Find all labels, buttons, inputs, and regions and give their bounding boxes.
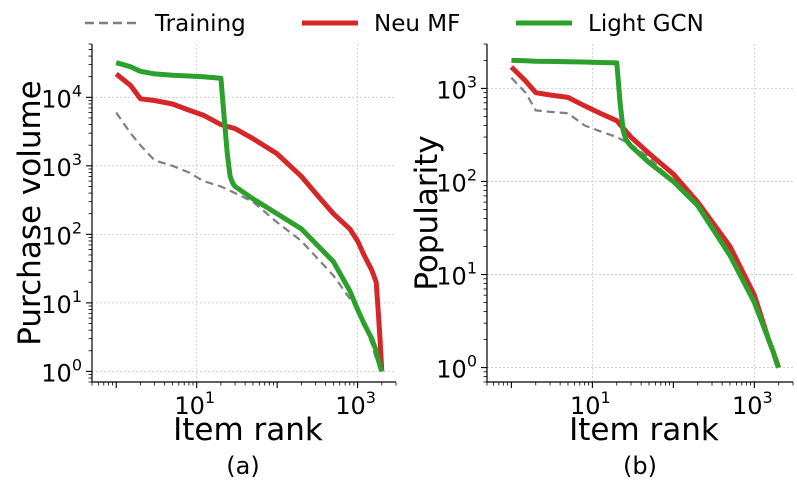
y-tick-base: 10 [41,85,72,113]
y-tick-base: 10 [41,291,72,319]
series-line-neu-mf [114,71,385,372]
legend-label-training: Training [154,11,246,37]
y-tick-exp: 0 [72,355,82,374]
x-axis-label: Item rank [173,412,323,448]
series-line-training [510,77,780,368]
x-tick-exp: 1 [205,388,215,407]
y-axis-label: Popularity [409,135,445,290]
y-tick-exp: 1 [467,259,477,278]
series-line-light-gcn [115,60,385,373]
x-tick-exp: 3 [763,388,773,407]
y-axis-label: Purchase volume [12,80,48,345]
legend-label-neumf: Neu MF [374,11,460,37]
y-tick-base: 10 [436,356,467,384]
legend: Training Neu MF Light GCN [85,11,704,37]
y-tick-label: 102 [436,165,477,197]
y-tick-label: 100 [41,355,82,387]
y-tick-exp: 4 [72,81,82,100]
series-line-training [115,111,383,372]
y-tick-exp: 0 [467,352,477,371]
y-tick-base: 10 [41,154,72,182]
x-tick-label: 103 [335,388,376,420]
y-tick-exp: 3 [72,150,82,169]
series-line-light-gcn [511,57,781,369]
y-tick-base: 10 [41,359,72,387]
x-tick-base: 10 [174,392,205,420]
y-tick-exp: 2 [467,165,477,184]
y-tick-label: 100 [436,352,477,384]
x-tick-label: 101 [570,388,611,420]
y-tick-base: 10 [436,263,467,291]
x-tick-label: 103 [732,388,773,420]
x-tick-base: 10 [335,392,366,420]
y-tick-base: 10 [41,222,72,250]
y-tick-label: 103 [436,72,477,104]
y-tick-exp: 1 [72,287,82,306]
x-tick-base: 10 [732,392,763,420]
caption-a: (a) [226,452,259,480]
y-tick-exp: 2 [72,218,82,237]
y-tick-base: 10 [436,76,467,104]
caption-b: (b) [623,452,657,480]
x-tick-exp: 3 [366,388,376,407]
x-tick-label: 101 [174,388,215,420]
x-axis-label: Item rank [569,412,719,448]
y-tick-label: 104 [41,81,82,113]
y-tick-label: 103 [41,150,82,182]
x-tick-base: 10 [570,392,601,420]
y-tick-label: 101 [41,287,82,319]
y-tick-base: 10 [436,169,467,197]
y-tick-label: 102 [41,218,82,250]
y-tick-exp: 3 [467,72,477,91]
y-tick-label: 101 [436,259,477,291]
x-tick-exp: 1 [601,388,611,407]
legend-label-lightgcn: Light GCN [588,11,704,37]
